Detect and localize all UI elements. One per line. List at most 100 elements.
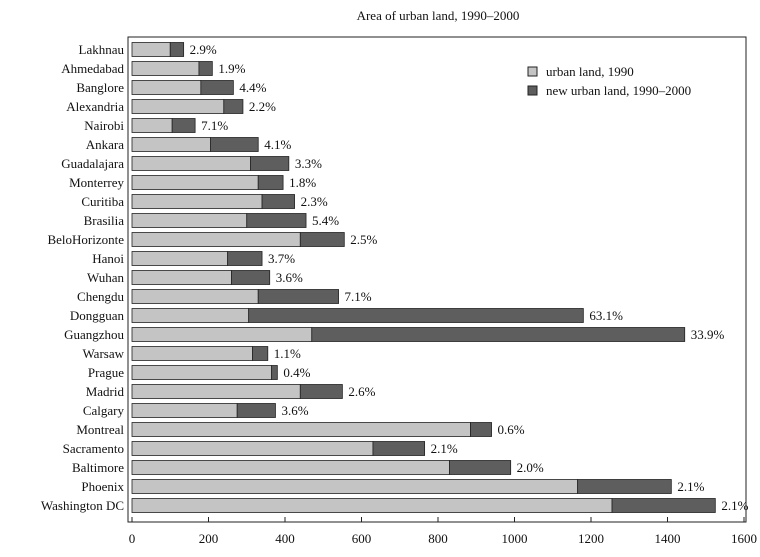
category-label-calgary: Calgary — [83, 403, 125, 418]
percent-label-alexandria: 2.2% — [249, 99, 276, 114]
percent-label-nairobi: 7.1% — [201, 118, 228, 133]
category-label-sacramento: Sacramento — [63, 441, 124, 456]
percent-label-monterrey: 1.8% — [289, 175, 316, 190]
x-tick-label-600: 600 — [352, 531, 372, 546]
percent-label-baltimore: 2.0% — [517, 460, 544, 475]
bar-1990-guangzhou — [131, 327, 313, 342]
bar-new-monterrey — [257, 175, 284, 190]
bar-new-hanoi — [227, 251, 263, 266]
percent-label-guadalajara: 3.3% — [295, 156, 322, 171]
category-label-prague: Prague — [88, 365, 124, 380]
bar-new-dongguan — [248, 308, 584, 323]
percent-label-ankara: 4.1% — [264, 137, 291, 152]
bar-1990-baltimore — [131, 460, 450, 475]
category-label-alexandria: Alexandria — [66, 99, 124, 114]
x-tick-label-800: 800 — [428, 531, 448, 546]
percent-label-calgary: 3.6% — [281, 403, 308, 418]
bar-1990-lakhnau — [131, 42, 171, 57]
bars-group — [131, 42, 716, 513]
bar-1990-nairobi — [131, 118, 173, 133]
percent-label-hanoi: 3.7% — [268, 251, 295, 266]
category-label-hanoi: Hanoi — [92, 251, 124, 266]
percent-label-prague: 0.4% — [283, 365, 310, 380]
bar-new-washington-dc — [611, 498, 716, 513]
category-label-baltimore: Baltimore — [72, 460, 124, 475]
bar-new-banglore — [200, 80, 234, 95]
bar-new-wuhan — [231, 270, 271, 285]
percent-label-warsaw: 1.1% — [274, 346, 301, 361]
x-tick-label-1600: 1600 — [731, 531, 757, 546]
bar-new-chengdu — [257, 289, 339, 304]
x-tick-label-1400: 1400 — [655, 531, 681, 546]
bar-1990-chengdu — [131, 289, 259, 304]
category-label-warsaw: Warsaw — [82, 346, 124, 361]
bar-1990-monterrey — [131, 175, 259, 190]
percent-label-curitiba: 2.3% — [301, 194, 328, 209]
bar-1990-ahmedabad — [131, 61, 200, 76]
x-axis: 0 200 400 600 800 1000 1200 1400 1600 — [129, 517, 757, 546]
bar-1990-phoenix — [131, 479, 579, 494]
legend-swatch-new-urban-land — [527, 85, 538, 96]
category-label-ankara: Ankara — [86, 137, 124, 152]
legend: urban land, 1990 new urban land, 1990–20… — [527, 64, 691, 98]
bar-new-brasilia — [246, 213, 307, 228]
bar-1990-wuhan — [131, 270, 232, 285]
category-label-montreal: Montreal — [76, 422, 124, 437]
category-label-belohorizonte: BeloHorizonte — [47, 232, 124, 247]
bar-new-baltimore — [449, 460, 512, 475]
category-label-brasilia: Brasilia — [84, 213, 125, 228]
bar-1990-banglore — [131, 80, 202, 95]
category-label-nairobi: Nairobi — [84, 118, 124, 133]
bar-new-lakhnau — [169, 42, 185, 57]
percent-label-sacramento: 2.1% — [431, 441, 458, 456]
bar-new-nairobi — [171, 118, 196, 133]
bar-1990-sacramento — [131, 441, 374, 456]
bar-new-sacramento — [372, 441, 426, 456]
bar-1990-hanoi — [131, 251, 229, 266]
category-label-wuhan: Wuhan — [87, 270, 125, 285]
x-tick-label-1000: 1000 — [502, 531, 528, 546]
category-label-ahmedabad: Ahmedabad — [61, 61, 124, 76]
x-tick-label-0: 0 — [129, 531, 136, 546]
percent-label-banglore: 4.4% — [239, 80, 266, 95]
percent-label-phoenix: 2.1% — [677, 479, 704, 494]
category-label-phoenix: Phoenix — [81, 479, 124, 494]
category-label-chengdu: Chengdu — [77, 289, 124, 304]
bar-1990-prague — [131, 365, 273, 380]
x-tick-label-400: 400 — [275, 531, 295, 546]
category-label-guadalajara: Guadalajara — [61, 156, 124, 171]
chart-title: Area of urban land, 1990–2000 — [357, 8, 520, 23]
percent-label-guangzhou: 33.9% — [691, 327, 725, 342]
bar-new-guangzhou — [311, 327, 686, 342]
bar-new-montreal — [470, 422, 492, 437]
category-label-monterrey: Monterrey — [69, 175, 124, 190]
bar-new-ankara — [210, 137, 259, 152]
bar-new-alexandria — [223, 99, 244, 114]
percent-label-belohorizonte: 2.5% — [350, 232, 377, 247]
bar-new-warsaw — [252, 346, 269, 361]
percent-label-chengdu: 7.1% — [345, 289, 372, 304]
bar-1990-ankara — [131, 137, 211, 152]
percent-label-ahmedabad: 1.9% — [218, 61, 245, 76]
category-label-guangzhou: Guangzhou — [64, 327, 124, 342]
category-label-banglore: Banglore — [76, 80, 124, 95]
category-label-washington-dc: Washington DC — [41, 498, 124, 513]
bar-1990-madrid — [131, 384, 301, 399]
percent-label-montreal: 0.6% — [498, 422, 525, 437]
bar-1990-guadalajara — [131, 156, 251, 171]
category-label-lakhnau: Lakhnau — [79, 42, 125, 57]
bar-1990-washington-dc — [131, 498, 613, 513]
bar-1990-curitiba — [131, 194, 263, 209]
bar-new-prague — [271, 365, 278, 380]
bar-1990-alexandria — [131, 99, 225, 114]
category-label-curitiba: Curitiba — [81, 194, 124, 209]
percent-labels: 2.9%1.9% 4.4% 2.2% 7.1% 4.1% 3.3% 1.8% 2.3% 5.4%… — [190, 42, 749, 513]
legend-label-new-urban-land: new urban land, 1990–2000 — [546, 83, 691, 98]
bar-1990-dongguan — [131, 308, 250, 323]
legend-swatch-urban-land-1990 — [527, 66, 538, 77]
x-tick-label-1200: 1200 — [578, 531, 604, 546]
bar-new-phoenix — [577, 479, 672, 494]
percent-label-dongguan: 63.1% — [589, 308, 623, 323]
bar-1990-brasilia — [131, 213, 248, 228]
